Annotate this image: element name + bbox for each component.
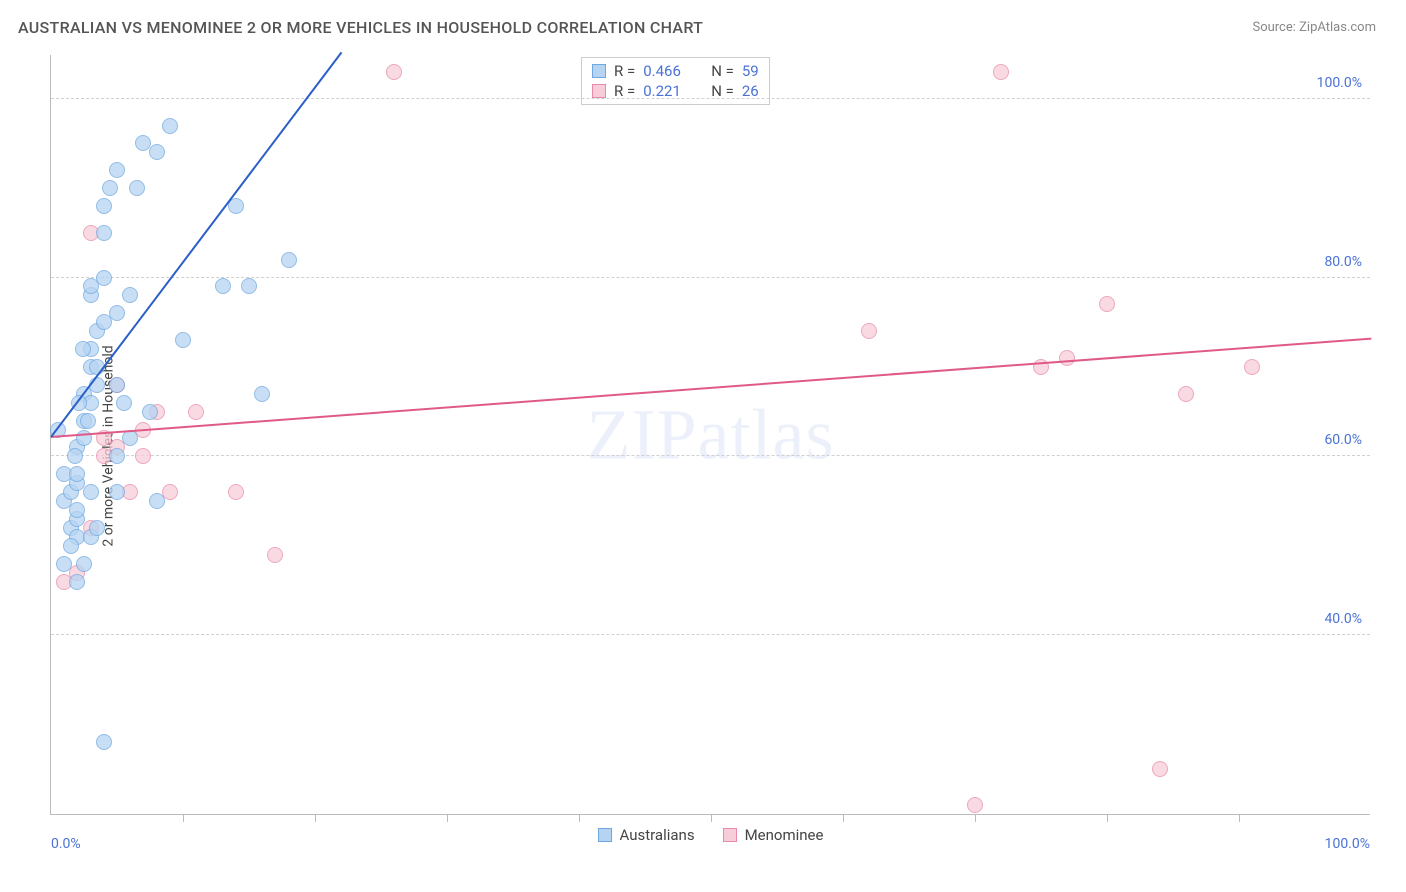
data-point [267,547,283,563]
x-tick [447,814,448,822]
x-tick [1107,814,1108,822]
legend-swatch-australians-icon [598,828,612,842]
data-point [83,484,99,500]
legend-label-menominee: Menominee [745,826,824,844]
x-tick [579,814,580,822]
data-point [109,377,125,393]
data-point [75,341,91,357]
grid-line [51,634,1370,635]
legend-stats-row: R = 0.466 N = 59 [592,61,759,81]
grid-line [51,277,1370,278]
y-tick-label: 60.0% [1324,432,1362,448]
data-point [63,538,79,554]
legend-swatch-menominee [592,84,606,98]
data-point [109,448,125,464]
data-point [1059,350,1075,366]
data-point [228,484,244,500]
grid-line [51,455,1370,456]
data-point [861,323,877,339]
data-point [993,64,1009,80]
data-point [109,162,125,178]
data-point [76,556,92,572]
legend-series: Australians Menominee [598,826,824,844]
regression-line [51,338,1371,438]
data-point [96,225,112,241]
data-point [188,404,204,420]
x-tick [1239,814,1240,822]
data-point [1244,359,1260,375]
y-tick-label: 40.0% [1324,611,1362,627]
data-point [122,287,138,303]
data-point [1099,296,1115,312]
data-point [967,797,983,813]
n-value-australians: 59 [742,62,759,80]
x-axis-end-label: 100.0% [1325,836,1370,852]
data-point [135,448,151,464]
data-point [162,118,178,134]
data-point [109,484,125,500]
watermark: ZIPatlas [587,393,835,476]
chart-title: AUSTRALIAN VS MENOMINEE 2 OR MORE VEHICL… [18,18,703,37]
n-label: N = [711,62,734,80]
data-point [116,395,132,411]
legend-swatch-australians [592,64,606,78]
data-point [56,556,72,572]
data-point [386,64,402,80]
scatter-chart: ZIPatlas 0.0% 100.0% R = 0.466 N = 59 R … [50,55,1370,815]
x-tick [315,814,316,822]
data-point [109,305,125,321]
data-point [96,270,112,286]
data-point [149,144,165,160]
data-point [281,252,297,268]
y-tick-label: 100.0% [1317,75,1362,91]
data-point [254,386,270,402]
data-point [67,448,83,464]
data-point [69,502,85,518]
x-tick [975,814,976,822]
data-point [175,332,191,348]
x-tick [843,814,844,822]
legend-item: Menominee [723,826,824,844]
data-point [1152,761,1168,777]
data-point [69,574,85,590]
data-point [96,198,112,214]
data-point [149,493,165,509]
r-label: R = [614,62,635,80]
x-axis-start-label: 0.0% [51,836,81,852]
data-point [122,430,138,446]
legend-item: Australians [598,826,695,844]
data-point [102,180,118,196]
data-point [142,404,158,420]
legend-swatch-menominee-icon [723,828,737,842]
data-point [69,466,85,482]
x-tick [711,814,712,822]
data-point [129,180,145,196]
grid-line [51,98,1370,99]
data-point [1178,386,1194,402]
data-point [215,278,231,294]
y-tick-label: 80.0% [1324,254,1362,270]
data-point [241,278,257,294]
legend-label-australians: Australians [620,826,695,844]
regression-line [50,52,342,438]
r-value-australians: 0.466 [643,62,689,80]
source-attribution: Source: ZipAtlas.com [1252,20,1376,35]
data-point [80,413,96,429]
x-tick [183,814,184,822]
data-point [96,734,112,750]
data-point [89,520,105,536]
